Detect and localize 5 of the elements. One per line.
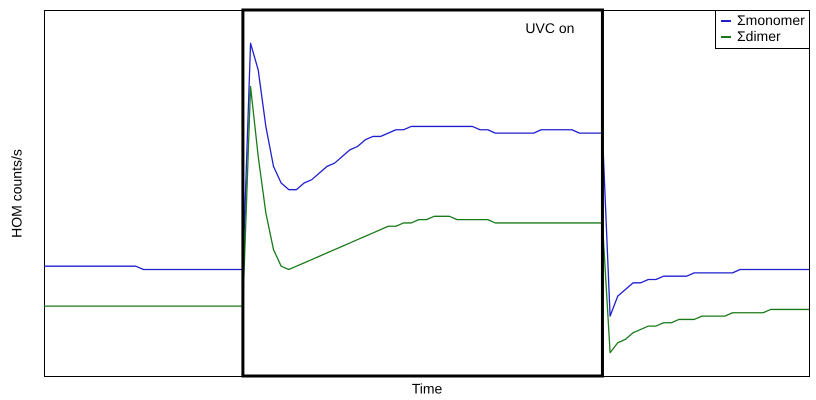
legend-label: Σmonomer (737, 12, 806, 28)
text: UVC on (525, 20, 574, 36)
x-axis-title: Time (412, 380, 443, 396)
legend-label: Σdimer (737, 28, 781, 44)
y-axis-title: HOM counts/s (8, 149, 24, 238)
